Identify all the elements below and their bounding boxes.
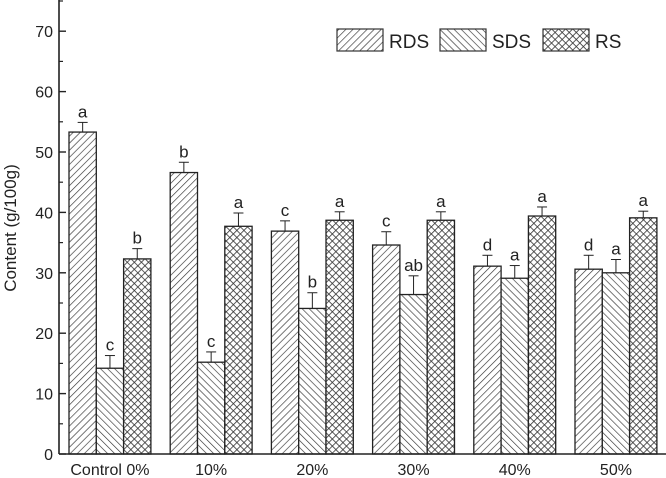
significance-letter: a [510,246,520,265]
y-tick-label: 60 [35,85,53,102]
significance-letter: a [234,193,244,212]
significance-letter: b [179,142,188,161]
bar-rds [473,265,502,455]
legend-swatch [336,28,384,52]
significance-letter: a [335,192,345,211]
bar-rds [371,244,401,455]
significance-letter: c [382,212,391,231]
legend-item-rs: RS [542,28,621,53]
x-tick-label: 40% [499,462,531,478]
significance-letter: b [308,273,317,292]
x-tick-label: Control 0% [70,462,149,478]
legend: RDS SDS RS [336,28,621,53]
bar-rds [270,230,300,455]
y-tick-label: 10 [35,387,53,404]
x-tick-label: 20% [296,462,328,478]
bar-rds [68,131,97,455]
significance-letter: c [106,336,115,355]
bar-sds [196,361,226,455]
bar-rds [169,171,199,455]
axes: Control 0% 10% 20% 30% 40% 50% 0 10 20 30 40 50 60 70 [35,0,666,478]
significance-letter: d [584,235,593,254]
legend-swatch [542,28,590,52]
bar-rds [574,268,603,455]
y-tick-label: 30 [35,266,53,283]
bar-sds [399,293,428,455]
legend-label: RS [595,32,621,53]
bar-group: a c b [68,102,152,455]
legend-item-sds: SDS [439,28,531,53]
y-tick-label: 20 [35,326,53,343]
legend-label: RDS [389,32,429,53]
x-tick-label: 50% [600,462,632,478]
bar-rs [527,215,557,455]
significance-letter: a [436,192,446,211]
significance-letter: ab [404,256,423,275]
bar-rs [325,219,354,455]
bar-sds [298,307,327,455]
bar-rs [426,219,456,455]
bar-group: c b a [270,192,354,455]
bar-sds [95,367,125,455]
significance-letter: a [611,240,621,259]
y-tick-label: 0 [44,447,53,464]
bar-rs [224,225,253,455]
y-tick-label: 50 [35,145,53,162]
legend-label: SDS [492,32,531,53]
y-tick-label: 40 [35,205,53,222]
legend-item-rds: RDS [336,28,429,53]
significance-letter: a [537,187,547,206]
bar-sds [500,277,530,455]
x-tick-label: 10% [195,462,227,478]
bar-group: daa [473,187,557,455]
y-tick-label: 70 [35,24,53,41]
bar-sds [601,272,631,455]
bar-group: b c a [169,142,253,455]
legend-swatch [439,28,487,52]
x-tick-label: 30% [398,462,430,478]
significance-letter: a [78,102,88,121]
bar-rs [122,258,152,455]
bar-rs [628,217,658,455]
significance-letter: c [281,201,290,220]
significance-letter: b [133,229,142,248]
y-axis-label: Content (g/100g) [1,164,20,292]
significance-letter: d [483,235,492,254]
significance-letter: a [639,191,649,210]
significance-letter: c [207,332,216,351]
bar-group: c ab a [371,192,456,455]
